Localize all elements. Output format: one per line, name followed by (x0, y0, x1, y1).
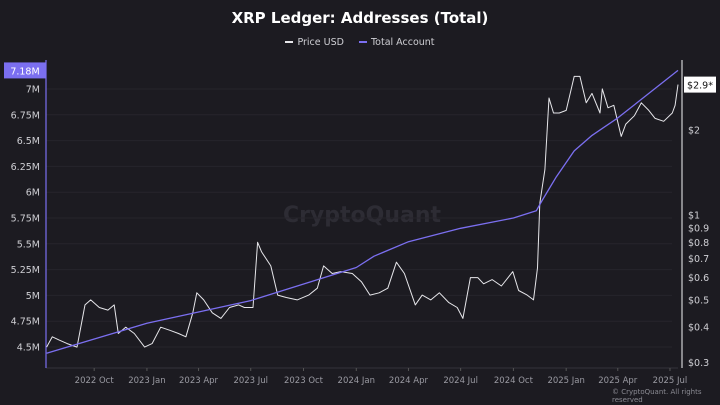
series-line-price (46, 75, 679, 348)
left-current-value-label: 7.18M (10, 66, 39, 77)
right-tick-label: $0.6 (688, 273, 709, 284)
x-tick-label: 2025 Jul (653, 376, 688, 386)
x-tick-label: 2022 Oct (75, 376, 115, 386)
legend-item-accounts[interactable]: Total Account (358, 36, 435, 48)
legend-swatch-accounts (358, 41, 367, 43)
x-tick-label: 2024 Jul (443, 376, 478, 386)
x-tick-label: 2023 Oct (284, 376, 324, 386)
series-line-accounts (46, 69, 679, 354)
x-tick-label: 2025 Jan (547, 376, 584, 386)
right-tick-label: $1 (688, 211, 700, 222)
chart-title: XRP Ledger: Addresses (Total) (231, 9, 489, 27)
left-tick-label: 5.5M (17, 239, 40, 250)
right-tick-label: $0.4 (688, 323, 709, 334)
right-tick-label: $0.9 (688, 223, 709, 234)
right-current-value-label: $2.9* (687, 81, 713, 92)
right-tick-label: $0.3 (688, 358, 709, 369)
left-tick-label: 6M (26, 188, 40, 199)
right-tick-label: $0.5 (688, 295, 709, 306)
x-tick-label: 2023 Jan (128, 376, 165, 386)
left-tick-label: 4.5M (17, 343, 40, 354)
left-current-value-badge (4, 62, 46, 79)
right-current-value-badge (684, 76, 716, 93)
legend-item-price[interactable]: Price USD (285, 37, 344, 48)
x-tick-label: 2023 Apr (179, 376, 219, 386)
left-tick-label: 5.75M (11, 214, 40, 225)
left-tick-label: 4.75M (11, 317, 40, 328)
legend-label-accounts: Total Account (370, 36, 435, 48)
left-tick-label: 5M (26, 291, 40, 302)
copyright-text: © CryptoQuant. All rights reserved (612, 388, 702, 404)
right-tick-label: $0.8 (688, 238, 709, 249)
right-tick-label: $0.7 (688, 254, 709, 265)
left-tick-label: 6.5M (17, 136, 40, 147)
left-tick-label: 6.25M (11, 162, 40, 173)
left-tick-label: 6.75M (11, 110, 40, 121)
right-tick-label: $2 (688, 126, 700, 137)
x-tick-label: 2024 Jan (338, 376, 375, 386)
legend: Price USD Total Account (0, 35, 720, 48)
x-tick-label: 2023 Jul (233, 376, 268, 386)
watermark: CryptoQuant (283, 203, 442, 228)
x-tick-label: 2024 Apr (389, 376, 429, 386)
left-tick-label: 7M (26, 85, 40, 96)
left-tick-label: 5.25M (11, 265, 40, 276)
legend-label-price: Price USD (297, 36, 344, 48)
x-tick-label: 2024 Oct (494, 376, 534, 386)
x-tick-label: 2025 Apr (598, 376, 638, 386)
legend-swatch-price (285, 41, 294, 43)
